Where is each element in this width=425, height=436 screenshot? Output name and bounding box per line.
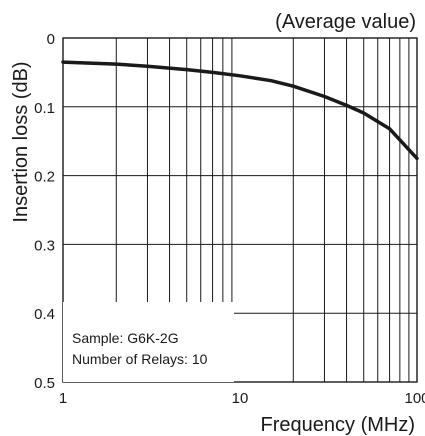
x-tick-label: 10 (232, 390, 249, 407)
x-tick-labels: 1 10 100 (59, 390, 425, 407)
x-tick-label: 100 (404, 390, 425, 407)
annotation-sample: Sample: G6K-2G (72, 330, 179, 346)
annotation-box (63, 302, 234, 382)
y-tick-label: 0.1 (34, 100, 55, 117)
plot-frame (62, 37, 418, 383)
x-axis-label: Frequency (MHz) (261, 414, 415, 436)
chart-title: (Average value) (275, 11, 416, 33)
y-tick-label: 0.2 (34, 169, 55, 186)
y-axis-label: Insertion loss (dB) (10, 61, 32, 222)
x-tick-label: 1 (59, 390, 67, 407)
y-tick-label: 0.4 (34, 306, 55, 323)
y-tick-label: 0.5 (34, 375, 55, 392)
y-tick-labels: 0 0.1 0.2 0.3 0.4 0.5 (34, 31, 55, 392)
y-tick-label: 0 (47, 31, 55, 48)
insertion-loss-line (61, 60, 419, 161)
annotation-relays: Number of Relays: 10 (72, 351, 208, 367)
y-tick-label: 0.3 (34, 237, 55, 254)
